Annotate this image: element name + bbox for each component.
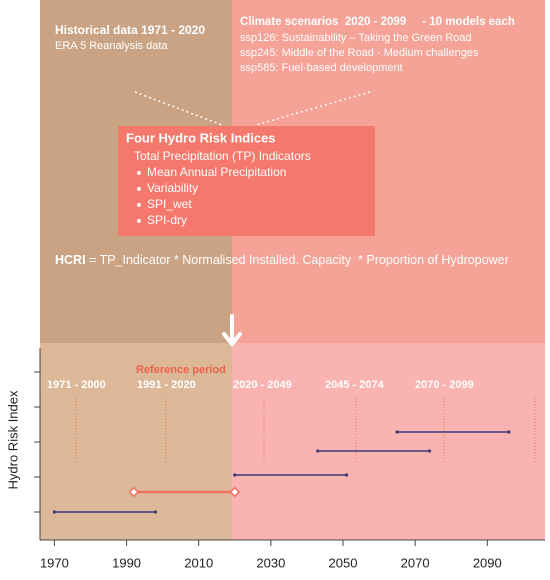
- period-end: [128, 486, 140, 498]
- indices-title: Four Hydro Risk Indices: [126, 130, 276, 145]
- timeline: 1970 1990 2010 2030 2050 2070 2090 1971 - 2000 1…: [40, 379, 536, 570]
- formula-expression: = TP_Indicator * Normalised Installed. C…: [86, 253, 509, 267]
- period-end: [427, 449, 432, 453]
- period-end: [507, 430, 511, 434]
- period-label: 1991 - 2020: [137, 379, 196, 391]
- x-tick-label: 2070: [401, 555, 430, 570]
- historical-chart-bg: [40, 343, 232, 540]
- indices-box: [118, 126, 375, 236]
- x-tick-label: 1970: [40, 555, 69, 570]
- scenarios-list: ssp126: Sustainability – Taking the Gree…: [240, 32, 479, 74]
- x-tick-label: 2090: [473, 555, 502, 570]
- period-end: [316, 449, 320, 453]
- y-axis-label: Hydro Risk Index: [5, 390, 20, 489]
- period-label: 2020 - 2049: [233, 379, 292, 391]
- x-tick-label: 1990: [112, 555, 141, 570]
- index-item: Mean Annual Precipitation: [147, 165, 286, 179]
- period-label: 1971 - 2000: [47, 379, 106, 391]
- formula-term: HCRI: [55, 253, 86, 267]
- bullet: [137, 171, 141, 175]
- period-end: [345, 473, 349, 477]
- scenario-item: ssp245: Middle of the Road - Medium chal…: [240, 47, 479, 59]
- period-label: 2045 - 2074: [325, 379, 385, 391]
- index-item: SPI-dry: [147, 213, 187, 227]
- scenario-item: ssp126: Sustainability – Taking the Gree…: [240, 32, 472, 44]
- historical-title: Historical data 1971 - 2020: [55, 23, 205, 37]
- indices-subtitle: Total Precipitation (TP) Indicators: [134, 149, 311, 163]
- bullet: [137, 219, 141, 223]
- x-tick-label: 2010: [184, 555, 213, 570]
- formula: HCRI = TP_Indicator * Normalised Install…: [55, 253, 509, 267]
- period-end: [233, 473, 237, 477]
- period-label: 2070 - 2099: [415, 379, 474, 391]
- x-tick-label: 2030: [256, 555, 285, 570]
- bullet: [137, 187, 141, 191]
- indices-list: Mean Annual Precipitation Variability SPI_…: [137, 165, 286, 227]
- scenarios-title: Climate scenarios 2020 - 2099 - 10 model…: [240, 16, 515, 28]
- period-end: [153, 510, 158, 514]
- bullet: [137, 203, 141, 207]
- scenario-chart-bg: [232, 343, 545, 540]
- arrow: [222, 314, 242, 348]
- period-end: [52, 510, 57, 514]
- index-item: SPI_wet: [147, 197, 192, 211]
- index-item: Variability: [147, 181, 198, 195]
- x-tick-label: 2050: [329, 555, 358, 570]
- scenario-item: ssp585: Fuel-based development: [240, 62, 403, 74]
- reference-label: Reference period: [136, 364, 226, 376]
- period-end: [229, 486, 241, 498]
- period-end: [395, 430, 399, 434]
- connector: [134, 91, 223, 126]
- historical-subtitle: ERA 5 Reanalysis data: [55, 40, 168, 52]
